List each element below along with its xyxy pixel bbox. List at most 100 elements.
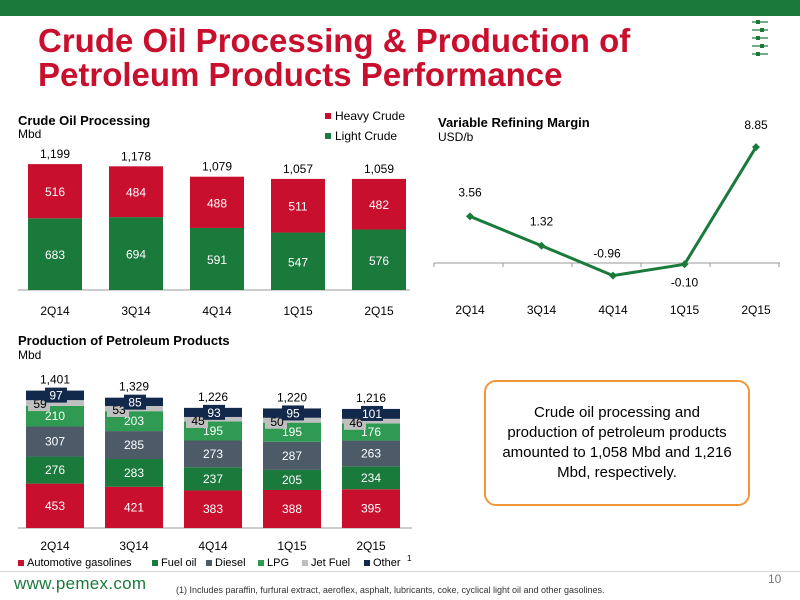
margin-x-tick-label: 2Q14 — [455, 303, 485, 317]
margin-point-marker — [680, 260, 689, 269]
products-legend-label: Jet Fuel — [311, 557, 350, 569]
margin-x-tick-label: 1Q15 — [670, 303, 700, 317]
products-bar-label: 307 — [45, 435, 65, 449]
crude-bar-heavy — [271, 178, 325, 233]
products-bar-label: 97 — [49, 389, 63, 403]
products-bar-label: 45 — [191, 414, 205, 428]
crude-x-tick-label: 1Q15 — [283, 304, 313, 318]
crude-oil-processing-chart: 683 516 1,199 2Q14 694 484 1,178 3Q14 591 488 1,07… — [18, 109, 410, 318]
crude-bar-label: 482 — [369, 198, 389, 212]
crude-x-tick-label: 2Q15 — [364, 304, 394, 318]
crude-chart-unit: Mbd — [18, 127, 42, 141]
footer-url: www.pemex.com — [14, 574, 147, 593]
products-bar-segment — [342, 466, 400, 490]
products-total-label: 1,220 — [277, 390, 307, 404]
products-other-badge — [124, 394, 146, 410]
products-bar-label: 93 — [207, 406, 221, 420]
products-bar-label: 273 — [203, 447, 223, 461]
products-x-tick-label: 4Q14 — [198, 539, 228, 553]
margin-x-tick-label: 3Q14 — [527, 303, 557, 317]
products-bar-segment — [184, 440, 242, 468]
crude-bar-heavy — [109, 166, 163, 218]
products-bar-segment — [263, 489, 321, 528]
products-legend-label: Fuel oil — [161, 557, 196, 569]
footer-divider — [0, 571, 800, 572]
products-legend-label: LPG — [267, 557, 289, 569]
summary-callout: Crude oil processing and production of p… — [484, 380, 750, 506]
margin-data-label: -0.96 — [593, 247, 621, 261]
top-banner — [0, 0, 800, 16]
pemex-logo-icon — [752, 20, 768, 56]
products-bar-label: 95 — [286, 406, 300, 420]
products-bar-segment — [105, 431, 163, 460]
crude-bar-heavy — [352, 178, 406, 230]
products-legend-footnote-mark: 1 — [407, 554, 412, 563]
products-bar-label: 176 — [361, 425, 381, 439]
products-x-tick-label: 1Q15 — [277, 539, 307, 553]
crude-x-tick-label: 4Q14 — [202, 304, 232, 318]
products-bar-label: 283 — [124, 466, 144, 480]
products-legend-label: Other — [373, 557, 401, 569]
products-other-badge — [45, 387, 67, 403]
crude-legend-swatch — [325, 113, 331, 119]
products-other-badge — [361, 405, 383, 421]
products-bar-segment — [184, 490, 242, 528]
products-bar-segment — [105, 459, 163, 487]
products-bar-label: 234 — [361, 471, 381, 485]
summary-callout-text: Crude oil processing and production of p… — [502, 404, 732, 481]
crude-bar-label: 547 — [288, 255, 308, 269]
margin-x-tick-label: 2Q15 — [741, 303, 771, 317]
slide-title-line1: Crude Oil Processing & Production of — [38, 22, 631, 59]
products-bar-label: 287 — [282, 449, 302, 463]
margin-x-tick-label: 4Q14 — [598, 303, 628, 317]
products-bar-label: 46 — [349, 416, 363, 430]
products-legend-swatch — [18, 560, 24, 566]
crude-total-label: 1,057 — [283, 162, 313, 176]
crude-legend-swatch — [325, 133, 331, 139]
products-bar-segment — [342, 489, 400, 528]
products-bar-label: 395 — [361, 502, 381, 516]
margin-data-label: 1.32 — [530, 215, 554, 229]
crude-total-label: 1,178 — [121, 149, 151, 163]
products-bar-segment — [26, 483, 84, 528]
products-bar-segment — [263, 469, 321, 490]
products-bar-label: 195 — [282, 425, 302, 439]
products-legend-swatch — [302, 560, 308, 566]
products-bar-segment — [184, 467, 242, 491]
crude-bar-label: 516 — [45, 185, 65, 199]
products-bar-label: 203 — [124, 414, 144, 428]
products-bar-label: 285 — [124, 438, 144, 452]
crude-legend-label: Light Crude — [335, 129, 397, 143]
products-bar-label: 50 — [270, 415, 284, 429]
crude-bar-heavy — [28, 164, 82, 219]
products-bar-label: 421 — [124, 500, 144, 514]
products-chart-unit: Mbd — [18, 348, 42, 362]
margin-point-marker — [609, 271, 617, 280]
crude-bar-label: 683 — [45, 248, 65, 262]
products-bar-label: 453 — [45, 499, 65, 513]
crude-bar-light — [190, 227, 244, 290]
crude-legend-label: Heavy Crude — [335, 109, 405, 123]
products-bar-segment — [26, 456, 84, 484]
products-bar-segment — [342, 418, 400, 424]
margin-point-marker — [466, 212, 474, 221]
products-total-label: 1,216 — [356, 391, 386, 405]
products-bar-label: 383 — [203, 502, 223, 516]
crude-bar-light — [352, 229, 406, 290]
products-bar-label: 210 — [45, 409, 65, 423]
margin-point-marker — [537, 241, 546, 250]
products-legend-swatch — [364, 560, 370, 566]
products-total-label: 1,226 — [198, 390, 228, 404]
products-bar-label: 195 — [203, 424, 223, 438]
margin-data-label: 3.56 — [458, 185, 482, 199]
products-bar-label: 388 — [282, 502, 302, 516]
products-bar-segment — [26, 400, 84, 406]
crude-x-tick-label: 3Q14 — [121, 304, 151, 318]
crude-total-label: 1,059 — [364, 162, 394, 176]
products-bar-label: 276 — [45, 463, 65, 477]
products-bar-label: 205 — [282, 473, 302, 487]
margin-chart-unit: USD/b — [438, 130, 474, 144]
crude-bar-light — [271, 232, 325, 290]
crude-total-label: 1,079 — [202, 160, 232, 174]
refining-margin-chart: 3.56 2Q14 1.32 3Q14 -0.96 4Q14 -0.10 1Q15 8.85 2Q… — [433, 118, 780, 317]
